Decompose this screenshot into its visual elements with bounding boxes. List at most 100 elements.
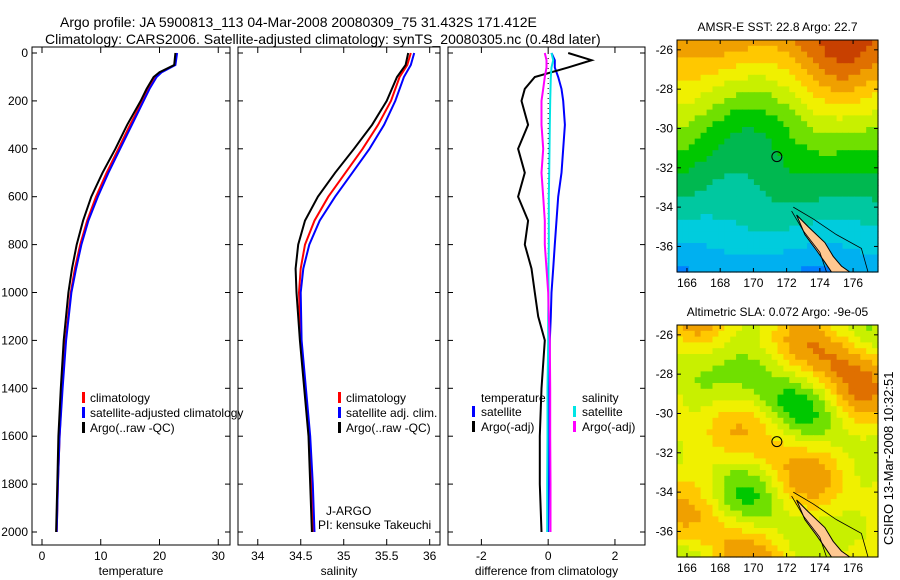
map-cell (706, 103, 714, 111)
map-cell (872, 190, 879, 198)
map-cell (724, 196, 731, 203)
map-cell (842, 69, 849, 76)
map-cell (824, 121, 832, 128)
map-cell (807, 371, 814, 378)
map-cell (700, 103, 708, 111)
map-cell (818, 80, 826, 87)
map-cell (813, 86, 820, 93)
map-cell (759, 173, 767, 180)
map-cell (777, 388, 784, 396)
map-cell (706, 254, 714, 261)
map-cell (813, 354, 820, 361)
map-cell (736, 127, 743, 134)
map-cell (677, 266, 684, 273)
map-cell (830, 388, 838, 396)
map-cell (795, 371, 802, 378)
map-cell (818, 74, 826, 82)
map-cell (836, 441, 844, 448)
map-cell (807, 504, 814, 512)
map-cell (848, 516, 855, 523)
map-cell (730, 458, 737, 465)
map-cell (866, 225, 873, 232)
map-cell (854, 80, 861, 87)
map-cell (872, 348, 879, 355)
legend-label: climatology (346, 391, 406, 405)
map-cell (813, 429, 820, 436)
map-cell (854, 254, 861, 261)
map-cell (736, 429, 743, 436)
map-cell (813, 499, 820, 506)
map-cell (789, 190, 796, 198)
map-cell (724, 161, 731, 169)
map-cell (759, 551, 767, 558)
map-cell (677, 98, 684, 105)
map-cell (742, 551, 749, 558)
map-cell (759, 138, 767, 145)
map-cell (765, 109, 773, 116)
map-cell (842, 499, 849, 506)
map-cell (771, 167, 779, 174)
map-cell (742, 342, 749, 349)
map-cell (777, 115, 784, 122)
map-cell (824, 336, 832, 343)
map-cell (789, 260, 796, 267)
map-cell (736, 219, 743, 227)
map-cell (795, 92, 802, 99)
map-cell (700, 156, 708, 163)
map-cell (807, 417, 814, 425)
map-cell (771, 348, 779, 355)
map-cell (682, 528, 690, 535)
map-cell (742, 348, 749, 355)
map-cell (730, 499, 737, 506)
map-cell (712, 51, 719, 58)
map-cell (718, 354, 725, 361)
map-cell (824, 185, 832, 192)
map-cell (765, 330, 773, 338)
map-cell (712, 161, 719, 169)
map-cell (742, 190, 749, 198)
map-cell (724, 103, 731, 111)
series-line-climatology (55, 52, 178, 533)
map-cell (694, 237, 702, 244)
map-cell (742, 144, 749, 151)
map-cell (866, 464, 873, 471)
map-cell (842, 161, 849, 169)
map-cell (789, 185, 796, 192)
map-cell (789, 248, 796, 256)
map-cell (872, 464, 879, 471)
map-cell (813, 400, 820, 407)
map-cell (765, 487, 773, 494)
map-cell (848, 156, 855, 163)
map-cell (712, 504, 719, 512)
map-cell (700, 208, 708, 215)
map-cell (836, 190, 844, 198)
map-cell (724, 354, 731, 361)
map-cell (765, 219, 773, 227)
map-cell (747, 40, 755, 47)
map-cell (789, 394, 796, 401)
x-axis-label: difference from climatology (475, 564, 618, 578)
map-cell (682, 325, 690, 332)
map-cell (730, 86, 737, 93)
map-cell (789, 196, 796, 203)
map-cell (801, 412, 808, 419)
map-cell (753, 161, 761, 169)
map-cell (700, 499, 708, 506)
map-cell (765, 493, 773, 500)
map-cell (777, 98, 784, 105)
map-cell (742, 138, 749, 145)
map-cell (818, 342, 826, 349)
map-cell (700, 458, 708, 465)
map-cell (677, 69, 684, 76)
map-cell (807, 325, 814, 332)
map-cell (783, 179, 790, 186)
map-cell (694, 144, 702, 151)
map-cell (694, 417, 702, 425)
map-cell (677, 342, 684, 349)
map-cell (700, 336, 708, 343)
map-cell (872, 545, 879, 552)
map-cell (712, 510, 719, 517)
map-cell (830, 354, 838, 361)
map-cell (842, 412, 849, 419)
map-cell (694, 371, 702, 378)
